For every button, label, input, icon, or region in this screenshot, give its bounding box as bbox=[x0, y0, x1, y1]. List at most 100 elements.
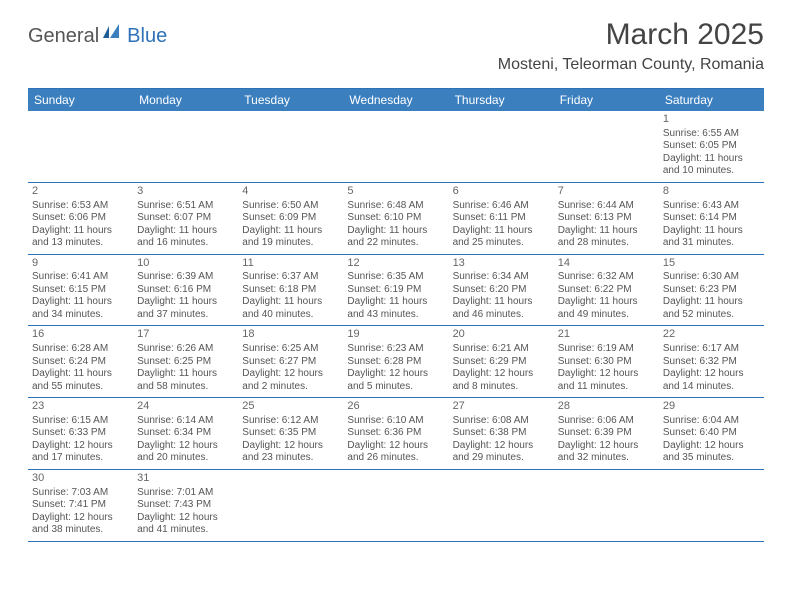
sunset-line: Sunset: 6:38 PM bbox=[453, 427, 550, 440]
sunset-line: Sunset: 6:40 PM bbox=[663, 427, 760, 440]
daylight-line: Daylight: 12 hours and 2 minutes. bbox=[242, 368, 339, 393]
sunset-line: Sunset: 6:23 PM bbox=[663, 284, 760, 297]
day-cell bbox=[449, 470, 554, 541]
day-number: 26 bbox=[347, 400, 444, 414]
sunrise-line: Sunrise: 7:03 AM bbox=[32, 487, 129, 500]
sunset-line: Sunset: 6:34 PM bbox=[137, 427, 234, 440]
day-header-cell: Sunday bbox=[28, 89, 133, 111]
day-number: 24 bbox=[137, 400, 234, 414]
daylight-line: Daylight: 12 hours and 5 minutes. bbox=[347, 368, 444, 393]
day-cell: 24Sunrise: 6:14 AMSunset: 6:34 PMDayligh… bbox=[133, 398, 238, 469]
sunrise-line: Sunrise: 6:25 AM bbox=[242, 343, 339, 356]
daylight-line: Daylight: 12 hours and 26 minutes. bbox=[347, 440, 444, 465]
logo-text-blue: Blue bbox=[127, 25, 167, 48]
calendar: SundayMondayTuesdayWednesdayThursdayFrid… bbox=[28, 88, 764, 542]
day-cell: 16Sunrise: 6:28 AMSunset: 6:24 PMDayligh… bbox=[28, 326, 133, 397]
sunset-line: Sunset: 7:43 PM bbox=[137, 499, 234, 512]
day-cell: 13Sunrise: 6:34 AMSunset: 6:20 PMDayligh… bbox=[449, 255, 554, 326]
daylight-line: Daylight: 11 hours and 55 minutes. bbox=[32, 368, 129, 393]
day-cell bbox=[554, 470, 659, 541]
day-number: 19 bbox=[347, 328, 444, 342]
day-number: 25 bbox=[242, 400, 339, 414]
sunrise-line: Sunrise: 6:10 AM bbox=[347, 415, 444, 428]
daylight-line: Daylight: 11 hours and 37 minutes. bbox=[137, 296, 234, 321]
day-number: 17 bbox=[137, 328, 234, 342]
day-number: 2 bbox=[32, 185, 129, 199]
daylight-line: Daylight: 11 hours and 58 minutes. bbox=[137, 368, 234, 393]
day-number: 9 bbox=[32, 257, 129, 271]
day-cell: 12Sunrise: 6:35 AMSunset: 6:19 PMDayligh… bbox=[343, 255, 448, 326]
logo-text-general: General bbox=[28, 25, 99, 48]
day-number: 23 bbox=[32, 400, 129, 414]
day-number: 20 bbox=[453, 328, 550, 342]
sunrise-line: Sunrise: 6:39 AM bbox=[137, 271, 234, 284]
day-cell bbox=[238, 111, 343, 182]
sunrise-line: Sunrise: 6:34 AM bbox=[453, 271, 550, 284]
day-cell: 6Sunrise: 6:46 AMSunset: 6:11 PMDaylight… bbox=[449, 183, 554, 254]
daylight-line: Daylight: 11 hours and 19 minutes. bbox=[242, 225, 339, 250]
day-header-cell: Tuesday bbox=[238, 89, 343, 111]
day-number: 13 bbox=[453, 257, 550, 271]
sunset-line: Sunset: 6:18 PM bbox=[242, 284, 339, 297]
sunrise-line: Sunrise: 6:23 AM bbox=[347, 343, 444, 356]
day-cell: 9Sunrise: 6:41 AMSunset: 6:15 PMDaylight… bbox=[28, 255, 133, 326]
daylight-line: Daylight: 12 hours and 29 minutes. bbox=[453, 440, 550, 465]
sunset-line: Sunset: 6:25 PM bbox=[137, 356, 234, 369]
day-cell: 20Sunrise: 6:21 AMSunset: 6:29 PMDayligh… bbox=[449, 326, 554, 397]
daylight-line: Daylight: 12 hours and 14 minutes. bbox=[663, 368, 760, 393]
day-number: 21 bbox=[558, 328, 655, 342]
week-row: 2Sunrise: 6:53 AMSunset: 6:06 PMDaylight… bbox=[28, 183, 764, 255]
sunrise-line: Sunrise: 6:14 AM bbox=[137, 415, 234, 428]
daylight-line: Daylight: 11 hours and 22 minutes. bbox=[347, 225, 444, 250]
sunset-line: Sunset: 6:32 PM bbox=[663, 356, 760, 369]
sunrise-line: Sunrise: 6:28 AM bbox=[32, 343, 129, 356]
week-row: 30Sunrise: 7:03 AMSunset: 7:41 PMDayligh… bbox=[28, 470, 764, 542]
day-number: 11 bbox=[242, 257, 339, 271]
day-number: 1 bbox=[663, 113, 760, 127]
day-cell bbox=[343, 470, 448, 541]
week-row: 1Sunrise: 6:55 AMSunset: 6:05 PMDaylight… bbox=[28, 111, 764, 183]
page-header: General Blue March 2025 Mosteni, Teleorm… bbox=[0, 0, 792, 80]
day-header-cell: Friday bbox=[554, 89, 659, 111]
sunrise-line: Sunrise: 6:43 AM bbox=[663, 200, 760, 213]
day-number: 10 bbox=[137, 257, 234, 271]
day-cell: 8Sunrise: 6:43 AMSunset: 6:14 PMDaylight… bbox=[659, 183, 764, 254]
sunrise-line: Sunrise: 6:37 AM bbox=[242, 271, 339, 284]
sunset-line: Sunset: 6:39 PM bbox=[558, 427, 655, 440]
sunrise-line: Sunrise: 6:30 AM bbox=[663, 271, 760, 284]
day-number: 28 bbox=[558, 400, 655, 414]
daylight-line: Daylight: 12 hours and 11 minutes. bbox=[558, 368, 655, 393]
day-number: 8 bbox=[663, 185, 760, 199]
daylight-line: Daylight: 12 hours and 32 minutes. bbox=[558, 440, 655, 465]
week-row: 16Sunrise: 6:28 AMSunset: 6:24 PMDayligh… bbox=[28, 326, 764, 398]
day-number: 15 bbox=[663, 257, 760, 271]
week-row: 23Sunrise: 6:15 AMSunset: 6:33 PMDayligh… bbox=[28, 398, 764, 470]
day-cell bbox=[449, 111, 554, 182]
sunset-line: Sunset: 6:27 PM bbox=[242, 356, 339, 369]
day-cell: 23Sunrise: 6:15 AMSunset: 6:33 PMDayligh… bbox=[28, 398, 133, 469]
sunset-line: Sunset: 6:22 PM bbox=[558, 284, 655, 297]
day-cell: 25Sunrise: 6:12 AMSunset: 6:35 PMDayligh… bbox=[238, 398, 343, 469]
sunset-line: Sunset: 6:24 PM bbox=[32, 356, 129, 369]
day-cell: 3Sunrise: 6:51 AMSunset: 6:07 PMDaylight… bbox=[133, 183, 238, 254]
day-cell: 27Sunrise: 6:08 AMSunset: 6:38 PMDayligh… bbox=[449, 398, 554, 469]
day-cell: 29Sunrise: 6:04 AMSunset: 6:40 PMDayligh… bbox=[659, 398, 764, 469]
daylight-line: Daylight: 11 hours and 49 minutes. bbox=[558, 296, 655, 321]
sunrise-line: Sunrise: 6:19 AM bbox=[558, 343, 655, 356]
day-number: 31 bbox=[137, 472, 234, 486]
day-cell: 31Sunrise: 7:01 AMSunset: 7:43 PMDayligh… bbox=[133, 470, 238, 541]
sunrise-line: Sunrise: 6:15 AM bbox=[32, 415, 129, 428]
daylight-line: Daylight: 11 hours and 43 minutes. bbox=[347, 296, 444, 321]
daylight-line: Daylight: 12 hours and 23 minutes. bbox=[242, 440, 339, 465]
day-cell: 14Sunrise: 6:32 AMSunset: 6:22 PMDayligh… bbox=[554, 255, 659, 326]
sunrise-line: Sunrise: 6:21 AM bbox=[453, 343, 550, 356]
logo: General Blue bbox=[28, 24, 167, 48]
sunset-line: Sunset: 6:09 PM bbox=[242, 212, 339, 225]
daylight-line: Daylight: 11 hours and 16 minutes. bbox=[137, 225, 234, 250]
day-number: 7 bbox=[558, 185, 655, 199]
sunrise-line: Sunrise: 6:32 AM bbox=[558, 271, 655, 284]
daylight-line: Daylight: 11 hours and 28 minutes. bbox=[558, 225, 655, 250]
sunset-line: Sunset: 7:41 PM bbox=[32, 499, 129, 512]
day-cell: 15Sunrise: 6:30 AMSunset: 6:23 PMDayligh… bbox=[659, 255, 764, 326]
daylight-line: Daylight: 12 hours and 8 minutes. bbox=[453, 368, 550, 393]
